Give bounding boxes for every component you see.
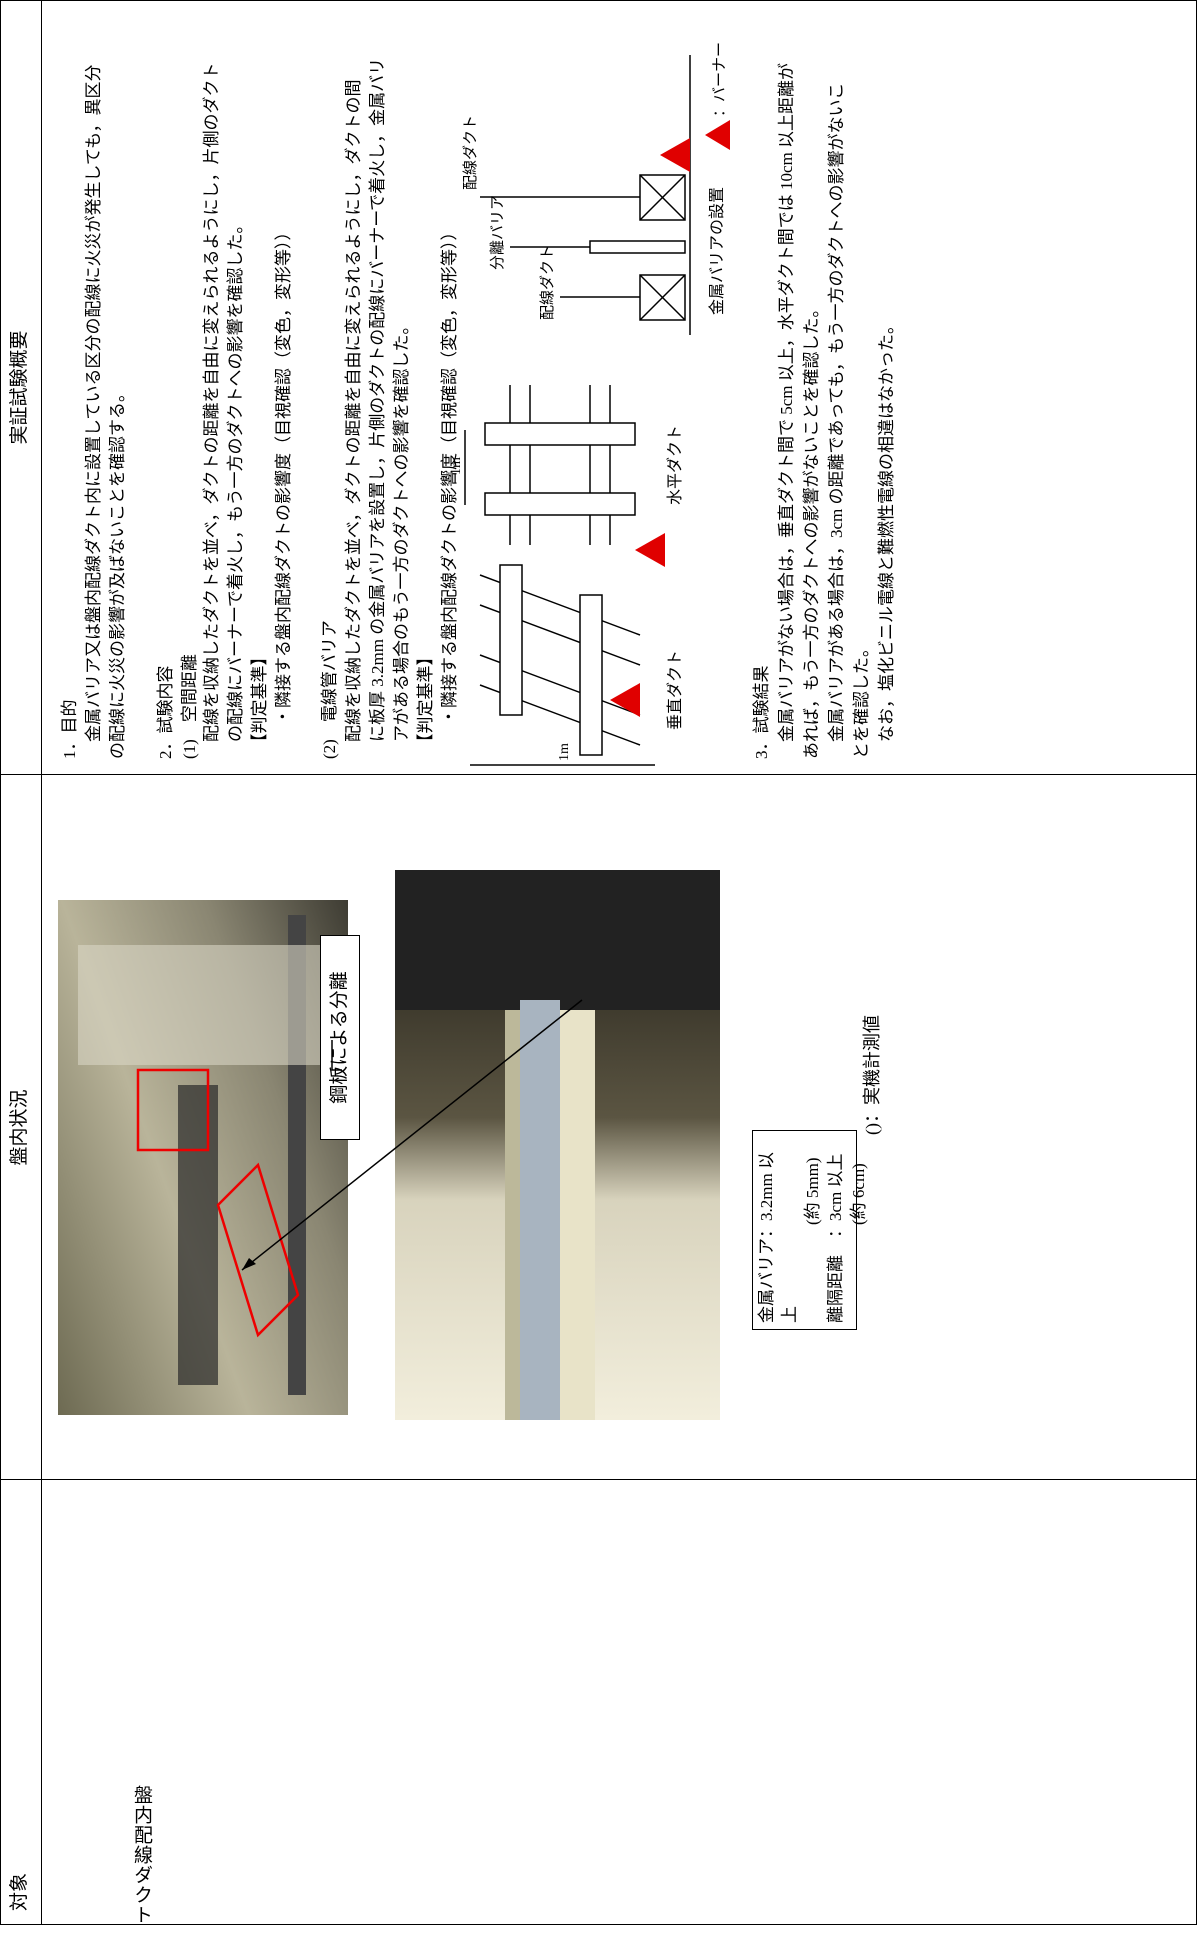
dimension-label: 1m — [557, 743, 572, 761]
figures: 垂直ダクト 水平ダクト 配線ダクト 分離バリア 配線ダクト 金属バリアの設置 ：… — [449, 42, 730, 766]
overview-line: 金属バリアがない場合は，垂直ダクト間で 5cm 以上，水平ダクト間では 10cm… — [777, 62, 796, 759]
overview-line: ・隣接する盤内配線ダクトの影響度（目視確認（変色，変形等）） — [274, 223, 293, 759]
overview-line: 3．試験結果 — [752, 665, 771, 760]
figure-label: 水平ダクト — [666, 425, 684, 505]
header-target: 対象 — [9, 1872, 30, 1911]
overview-line: の配線にバーナーで着火し，もう一方のダクトへの影響を確認した。 — [226, 216, 245, 759]
overview-line: 金属バリア又は盤内配線ダクト内に設置している区分の配線に火災が発生しても，異区分 — [84, 64, 103, 759]
overview-line: 配線を収納したダクトを並べ，ダクトの距離を自由に変えられるようにし，ダクトの間 — [344, 79, 363, 759]
photo-detail — [78, 915, 338, 1395]
header-panel: 盤内状況 — [9, 1089, 30, 1166]
figure-label: 分離バリア — [488, 195, 506, 270]
legend-label: ：バーナー — [712, 42, 728, 117]
figure-label: 配線ダクト — [539, 245, 556, 320]
overview-line: とを確認した。 — [852, 640, 871, 759]
spec-line: (約 5mm) — [803, 1157, 822, 1225]
overview-line: 【判定基準】 — [416, 648, 435, 759]
photo-detail — [395, 870, 720, 1420]
spec-line: 離隔距離 ：3cm 以上 — [826, 1153, 845, 1323]
figure-caption: 金属バリアの設置 — [708, 187, 726, 315]
spec-line: 金属バリア：3.2mm 以上 — [757, 1152, 799, 1323]
overview-line: アがある場合のもう一方のダクトへの影響を確認した。 — [392, 317, 411, 759]
overview-line: (2) 電線管バリア — [320, 620, 339, 759]
overview-line: 2．試験内容 — [156, 665, 175, 760]
figure-label: 配線ダクト — [462, 115, 479, 190]
callout-leader — [241, 999, 583, 1271]
detail-photo — [395, 870, 720, 1420]
note: ()：実機計測値 — [862, 1015, 882, 1135]
dimension-label: 1m — [449, 457, 464, 475]
overview-line: 金属バリアがある場合は，3cm の距離であっても，もう一方のダクトへの影響がない… — [827, 82, 846, 759]
header-overview: 実証試験概要 — [9, 330, 30, 445]
figure-label: 垂直ダクト — [666, 650, 684, 730]
overview-line: に板厚 3.2mm の金属バリアを設置し，片側のダクトの配線にバーナーで着火し，… — [368, 57, 387, 759]
spec-box: 金属バリア：3.2mm 以上 (約 5mm) 離隔距離 ：3cm 以上 (約 6… — [752, 1130, 868, 1330]
overview-line: あれば，もう一方のダクトへの影響がないことを確認した。 — [802, 300, 821, 760]
target-label: 盤内配線ダクト — [131, 1785, 152, 1925]
overview-line: (1) 空間距離 — [180, 654, 199, 759]
overview-line: 1．目的 — [60, 699, 79, 760]
overview-line: 【判定基準】 — [250, 648, 269, 759]
panel-photo — [58, 900, 348, 1415]
overview-line: なお，塩化ビニル電線と難燃性電線の相違はなかった。 — [877, 317, 896, 759]
spec-line: (約 6cm) — [849, 1163, 868, 1225]
overview-line: の配線に火災の影響が及ばないことを確認する。 — [108, 385, 127, 759]
overview-line: 配線を収納したダクトを並べ，ダクトの距離を自由に変えられるようにし，片側のダクト — [202, 62, 221, 759]
